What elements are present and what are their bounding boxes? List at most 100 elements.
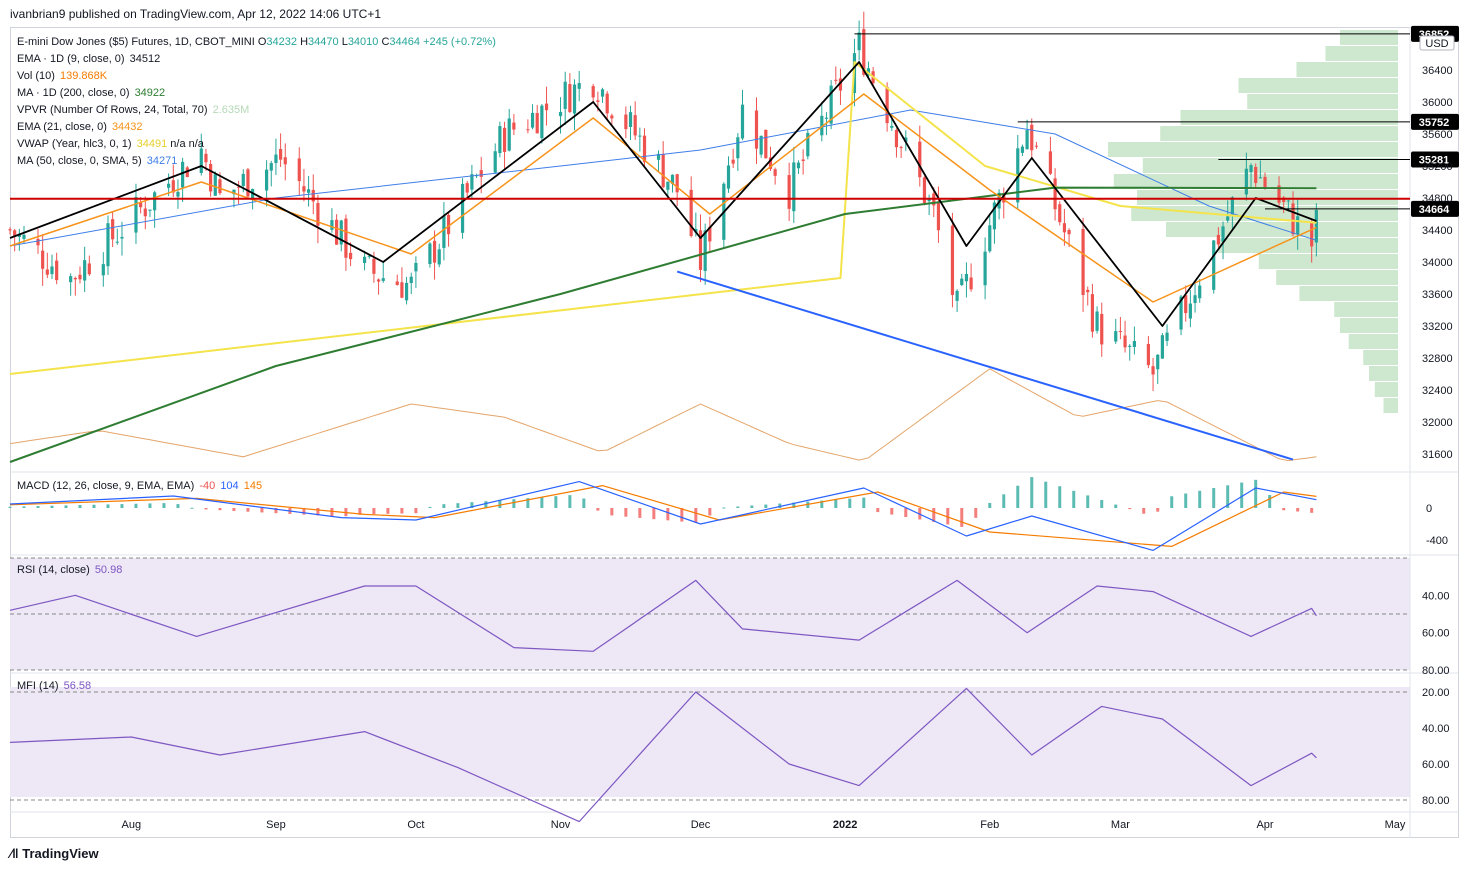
candle-body [428, 243, 432, 264]
candle-body [540, 105, 544, 139]
macd-hist-bar [764, 504, 768, 508]
candle-body [1062, 223, 1067, 233]
candle-body [577, 83, 581, 89]
rsi-line [9, 579, 1317, 652]
legend-ema21-label: EMA (21, close, 0) [17, 121, 107, 133]
macd-hist-bar [470, 502, 474, 508]
volume-ma-line [9, 368, 1317, 462]
macd-hist-bar [512, 499, 516, 508]
vpvr-bar [1299, 286, 1398, 301]
macd-hist-bar [708, 508, 712, 516]
macd-hist-bar [1254, 479, 1258, 508]
legend-ema21: EMA (21, close, 0) 34432 [17, 121, 143, 133]
candle-body [633, 115, 637, 136]
candle-body [1226, 216, 1230, 221]
candle-body [181, 161, 185, 188]
candle-body [740, 104, 745, 139]
candle-body [661, 154, 665, 188]
candle-body [269, 163, 273, 171]
macd-hist-bar [1128, 508, 1132, 510]
candle-body [470, 174, 474, 190]
ma50-line [9, 109, 1317, 247]
macd-hist-bar [400, 508, 404, 514]
macd-hist-bar [372, 508, 376, 515]
candle-body [703, 230, 707, 271]
candle-body [689, 189, 693, 237]
candle-body [824, 117, 829, 119]
candle-body [167, 183, 171, 188]
rsi-tick-label: 40.00 [1422, 590, 1450, 602]
candle-body [950, 225, 955, 295]
candle-body [348, 252, 353, 260]
candle-body [265, 169, 269, 191]
candle-body [83, 260, 87, 281]
vpvr-bar [1325, 46, 1398, 61]
legend-rsi-label: RSI (14, close) [17, 564, 90, 576]
macd-hist-bar [92, 504, 96, 508]
macd-hist-bar [36, 506, 40, 508]
legend-ma200-value: 34922 [134, 87, 166, 99]
candle-body [41, 250, 45, 269]
candle-body [754, 110, 759, 149]
candle-body [502, 127, 507, 152]
tradingview-logo[interactable]: ⁄‖ TradingView [10, 846, 99, 861]
legend-ema9-label: EMA · 1D (9, close, 0) [17, 53, 125, 65]
time-tick-label: May [1385, 819, 1406, 831]
candle-body [792, 162, 796, 212]
time-tick-label: Mar [1111, 819, 1130, 831]
time-tick-label: Feb [980, 819, 999, 831]
legend-mfi-label: MFI (14) [17, 680, 59, 692]
macd-hist-bar [148, 503, 152, 508]
macd-hist-bar [274, 508, 278, 514]
candle-body [432, 240, 437, 263]
candle-body [764, 129, 768, 159]
candle-body [544, 103, 549, 111]
level-tag-bg [1411, 113, 1459, 130]
macd-hist-bar [246, 508, 250, 512]
candle-body [241, 173, 245, 186]
candle-body [801, 159, 805, 161]
macd-hist-bar [1072, 490, 1076, 508]
chart-frame [10, 27, 1459, 838]
candle-body [759, 135, 763, 155]
vpvr-bar [1137, 190, 1398, 205]
candle-body [176, 191, 180, 197]
candle-body [50, 266, 54, 275]
legend-rsi: RSI (14, close) 50.98 [17, 564, 122, 576]
level-tag-bg [1411, 151, 1459, 168]
candle-body [1286, 200, 1290, 202]
candle-body [218, 179, 222, 194]
candle-body [1291, 203, 1295, 235]
candle-body [1025, 130, 1029, 150]
macd-hist-bar [1212, 488, 1216, 508]
candle-body [78, 274, 82, 280]
ohlc-open-label: O [257, 36, 267, 48]
rsi-tick-label: 80.00 [1422, 665, 1450, 677]
candle-body [1090, 294, 1095, 332]
publisher-line: ivanbrian9 published on TradingView.com,… [10, 7, 382, 21]
macd-hist-bar [302, 508, 306, 515]
ohlc-low: 34010 [347, 36, 379, 48]
candle-body [862, 29, 866, 75]
macd-hist-bar [1100, 499, 1104, 508]
candle-body [87, 263, 91, 275]
legend-macd-label: MACD (12, 26, close, 9, EMA, EMA) [17, 480, 195, 492]
candle-body [395, 281, 399, 286]
candle-body [493, 151, 497, 173]
candle-body [1160, 335, 1164, 359]
macd-hist-bar [358, 508, 362, 515]
candle-body [139, 202, 143, 208]
legend-vol: Vol (10) 139.868K [17, 70, 107, 82]
candle-body [1086, 289, 1090, 293]
candle-body [1156, 354, 1160, 370]
candle-body [796, 162, 801, 169]
candle-body [199, 148, 203, 173]
candle-body [283, 157, 287, 165]
candle-body [1254, 166, 1258, 184]
price-tick-label: 35200 [1422, 161, 1453, 173]
candle-body [563, 81, 567, 109]
candle-body [1114, 331, 1118, 342]
macd-hist-bar [1142, 508, 1146, 514]
candle-body [143, 208, 147, 217]
